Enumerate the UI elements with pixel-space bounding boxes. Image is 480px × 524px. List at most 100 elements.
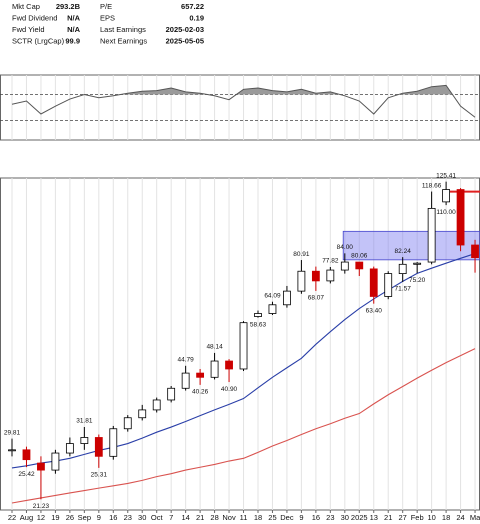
x-tick-label: Sep [78,513,91,522]
candle-body [181,372,190,389]
price-label: 80.91 [293,251,310,258]
candle-body [297,270,306,292]
candle-body [37,462,45,471]
price-label: 58.63 [250,321,267,328]
x-tick-label: 27 [399,513,407,522]
candle-body [427,207,436,263]
field-label: P/E [100,2,112,11]
field-label: Fwd Yield [12,25,45,34]
field-value: N/A [67,13,81,22]
x-tick-label: Feb [411,513,424,522]
x-tick-label: 14 [181,513,189,522]
x-tick-label: Dec [280,513,294,522]
field-label: Next Earnings [100,36,147,45]
candle-body [471,244,479,259]
candle-body [311,270,320,282]
x-tick-label: Oct [151,513,164,522]
x-tick-label: 21 [384,513,392,522]
candle-body [254,313,262,317]
field-value: 293.2B [56,2,81,11]
field-value: 99.9 [65,36,80,45]
field-value: 2025-02-03 [166,25,204,34]
candle-body [210,360,219,378]
candle-body [152,399,161,411]
candle-body [355,261,364,270]
price-label: 40.26 [192,389,209,396]
field-label: Mkt Cap [12,2,40,11]
price-label: 71.57 [395,286,412,293]
field-label: Last Earnings [100,25,146,34]
x-tick-label: 7 [169,513,173,522]
price-label: 84.00 [337,244,354,251]
candle-body [123,417,132,430]
field-value: N/A [67,25,81,34]
candle-body [442,189,451,203]
price-label: 48.14 [206,344,223,351]
candle-body [138,409,147,419]
candle-body [384,273,393,297]
x-tick-label: 22 [8,513,16,522]
x-tick-label: 9 [97,513,101,522]
price-label: 82.24 [395,248,412,255]
price-label: 80.06 [351,253,368,260]
candle-body [109,428,118,457]
indicator-area [12,85,476,95]
x-tick-label: 28 [210,513,218,522]
price-label: 21.23 [33,503,50,510]
candle-body [8,449,16,452]
x-tick-label: 10 [427,513,435,522]
candle-body [22,449,31,461]
candle-body [51,452,60,471]
price-label: 25.42 [18,471,35,478]
candle-body [398,263,407,275]
price-label: 29.81 [4,429,21,436]
price-label: 110.00 [436,209,456,216]
price-label: 75.20 [409,277,426,284]
indicator-line [11,84,476,118]
x-tick-label: 11 [240,513,248,522]
candle-body [239,322,248,370]
candle-body [340,261,349,271]
candle-body [413,262,422,265]
x-tick-label: 30 [138,513,146,522]
x-tick-label: Nov [222,513,236,522]
x-tick-label: 30 [341,513,349,522]
x-tick-label: 16 [312,513,320,522]
x-tick-label: 2025 [351,513,368,522]
field-label: Fwd Dividend [12,13,57,22]
candle-body [94,437,103,457]
field-value: 2025-05-05 [166,36,204,45]
x-tick-label: 23 [124,513,132,522]
price-label: 44.79 [177,357,194,364]
price-label: 125.41 [436,172,456,179]
x-tick-label: 16 [109,513,117,522]
price-label: 40.90 [221,386,238,393]
candle-body [283,290,291,306]
candle-body [196,372,205,378]
x-tick-label: 18 [254,513,262,522]
candle-body [369,268,378,297]
candle-body [80,437,89,444]
x-tick-label: 13 [370,513,378,522]
field-label: EPS [100,13,115,22]
candle-body [456,189,465,246]
price-label: 31.81 [76,418,93,425]
x-tick-label: 25 [268,513,276,522]
x-tick-label: 26 [66,513,74,522]
price-label: 77.82 [322,258,339,265]
candle-body [65,443,74,454]
x-tick-label: Aug [20,513,33,522]
x-tick-label: 21 [196,513,204,522]
x-tick-label: 19 [51,513,59,522]
candle-body [268,304,277,314]
x-tick-label: 12 [37,513,45,522]
x-tick-label: Ma [470,513,480,522]
x-tick-label: 18 [442,513,450,522]
candle-body [326,269,335,282]
price-label: 118.66 [422,182,442,189]
x-tick-label: 24 [456,513,464,522]
field-value: 657.22 [181,2,204,11]
x-tick-label: 23 [326,513,334,522]
price-label: 63.40 [366,307,383,314]
